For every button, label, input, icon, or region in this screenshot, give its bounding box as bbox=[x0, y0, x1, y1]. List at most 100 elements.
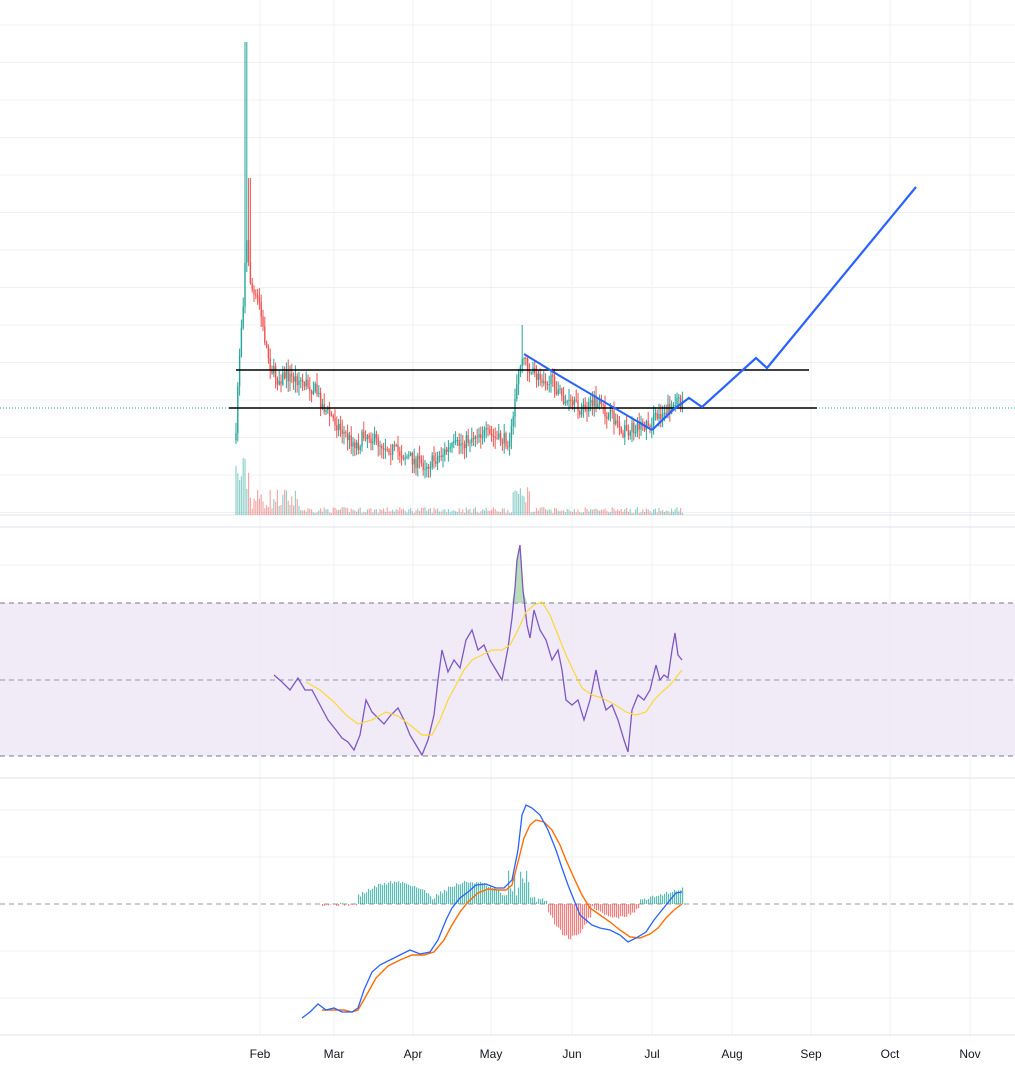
macd-histogram-bar bbox=[470, 882, 472, 904]
time-axis-label-mar: Mar bbox=[324, 1047, 345, 1061]
candle-body bbox=[544, 381, 547, 384]
macd-histogram-bar bbox=[338, 904, 340, 906]
price-pane[interactable] bbox=[0, 42, 1015, 515]
candle-body bbox=[577, 400, 579, 412]
candle-body bbox=[264, 326, 266, 344]
time-axis-label-sep: Sep bbox=[800, 1047, 822, 1061]
volume-bar bbox=[503, 508, 505, 515]
macd-histogram-bar bbox=[472, 882, 474, 904]
candle-body bbox=[483, 429, 486, 437]
candle-body bbox=[312, 391, 315, 394]
candle-body bbox=[624, 425, 626, 438]
candle-body bbox=[654, 413, 657, 416]
macd-histogram-bar bbox=[402, 881, 404, 904]
candle-body bbox=[467, 435, 469, 443]
candle-body bbox=[472, 438, 475, 440]
volume-bar bbox=[237, 473, 239, 515]
candle-body bbox=[496, 438, 498, 440]
candle-body bbox=[638, 423, 640, 430]
macd-histogram-bar bbox=[326, 904, 328, 905]
drawings-layer[interactable] bbox=[0, 186, 1015, 431]
candle-body bbox=[249, 262, 252, 284]
volume-bar bbox=[521, 495, 523, 515]
volume-bar bbox=[509, 512, 511, 515]
volume-bar bbox=[464, 512, 466, 515]
macd-histogram-bar bbox=[664, 893, 666, 904]
macd-histogram-bar bbox=[352, 904, 354, 905]
volume-bar bbox=[422, 507, 424, 515]
candle-body bbox=[456, 440, 459, 442]
candle-body bbox=[301, 379, 304, 383]
volume-bar bbox=[577, 509, 579, 515]
macd-histogram-bar bbox=[476, 882, 478, 904]
candle-body bbox=[258, 297, 261, 303]
volume-bar bbox=[248, 472, 250, 515]
volume-bar bbox=[449, 512, 451, 515]
volume-bar bbox=[415, 510, 417, 515]
volume-bar bbox=[413, 512, 415, 515]
volume-bar bbox=[399, 507, 401, 515]
candle-body bbox=[674, 404, 676, 406]
macd-histogram-bar bbox=[420, 889, 422, 904]
macd-histogram-bar bbox=[440, 891, 442, 904]
volume-bar bbox=[518, 493, 520, 515]
time-axis-label-may: May bbox=[480, 1047, 503, 1061]
macd-signal-line bbox=[322, 819, 683, 1013]
macd-pane[interactable] bbox=[0, 804, 1015, 1019]
volume-bar bbox=[539, 507, 541, 515]
volume-bar bbox=[239, 480, 241, 515]
macd-histogram-bar bbox=[454, 886, 456, 904]
volume-bar bbox=[447, 509, 449, 515]
volume-bar bbox=[375, 509, 377, 515]
candle-body bbox=[487, 428, 489, 430]
candle-body bbox=[310, 390, 313, 394]
candle-body bbox=[399, 451, 401, 456]
candle-body bbox=[359, 446, 361, 450]
volume-bar bbox=[644, 511, 646, 515]
volume-bar bbox=[667, 510, 669, 515]
volume-bar bbox=[473, 508, 475, 515]
macd-histogram-bar bbox=[556, 904, 558, 927]
macd-histogram-bar bbox=[532, 897, 534, 904]
macd-histogram-bar bbox=[540, 899, 542, 904]
volume-bar bbox=[302, 510, 304, 515]
candle-body bbox=[357, 442, 360, 450]
macd-histogram-bar bbox=[370, 890, 372, 904]
volume-bar bbox=[635, 509, 637, 515]
macd-histogram-bar bbox=[518, 887, 520, 904]
volume-bar bbox=[433, 507, 435, 515]
candle-body bbox=[474, 436, 477, 439]
candle-body bbox=[546, 383, 549, 385]
macd-histogram-bar bbox=[534, 896, 536, 904]
volume-bar bbox=[275, 501, 277, 515]
candle-body bbox=[262, 316, 264, 327]
candle-body bbox=[604, 405, 606, 417]
volume-bar bbox=[554, 507, 556, 515]
macd-histogram-bar bbox=[524, 882, 526, 904]
volume-bar bbox=[352, 509, 354, 515]
macd-histogram-bar bbox=[450, 886, 452, 904]
volume-bar bbox=[519, 488, 521, 515]
candle-body bbox=[523, 358, 525, 360]
candle-body bbox=[510, 426, 513, 441]
volume-bar bbox=[267, 506, 269, 515]
macd-histogram-bar bbox=[324, 904, 326, 906]
macd-histogram-bar bbox=[570, 904, 572, 940]
volume-bar bbox=[253, 498, 255, 515]
volume-bar bbox=[653, 509, 655, 515]
macd-histogram-bar bbox=[628, 904, 630, 914]
volume-bar bbox=[410, 507, 412, 515]
rsi-pane[interactable] bbox=[0, 544, 1015, 757]
volume-bar bbox=[426, 511, 428, 515]
volume-bar bbox=[420, 507, 422, 515]
macd-histogram-bar bbox=[374, 885, 376, 904]
macd-histogram-bar bbox=[398, 881, 400, 904]
candle-body bbox=[402, 457, 405, 459]
candle-body bbox=[478, 434, 480, 438]
volume-bar bbox=[332, 507, 334, 515]
candle-body bbox=[561, 388, 563, 397]
macd-histogram-bar bbox=[674, 889, 676, 904]
macd-histogram-bar bbox=[640, 899, 642, 904]
volume-bar bbox=[453, 510, 455, 515]
